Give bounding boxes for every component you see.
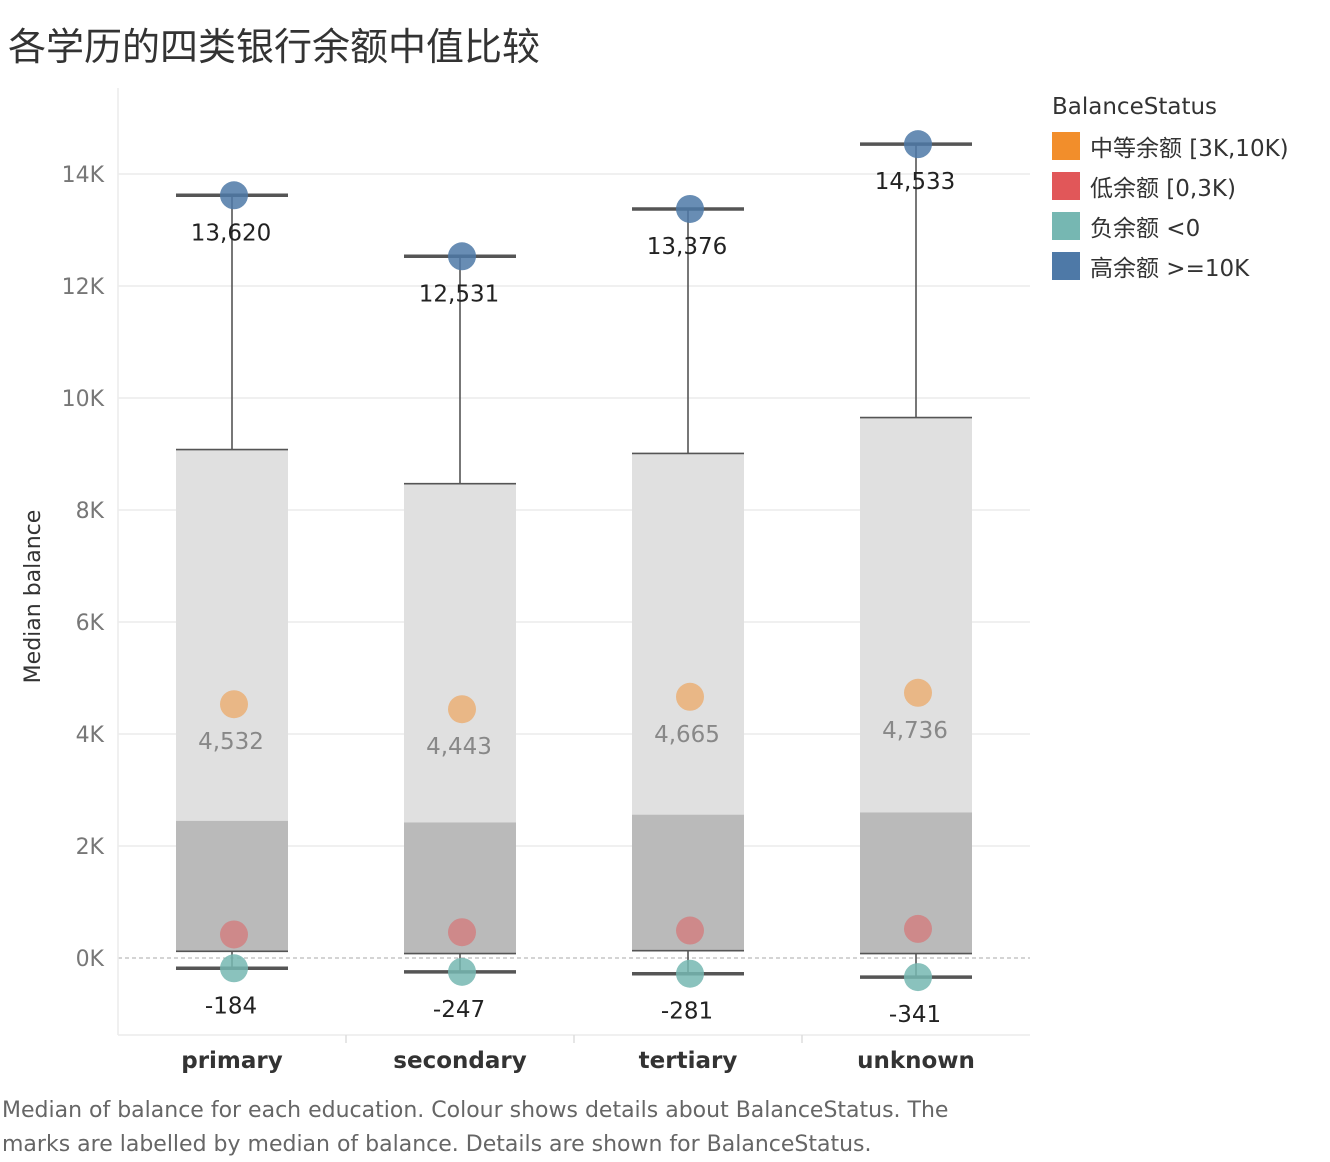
y-tick-label: 6K: [76, 611, 105, 636]
chart-caption: Median of balance for each education. Co…: [2, 1098, 949, 1157]
data-point: [220, 690, 248, 719]
data-point: [904, 914, 932, 943]
legend-label: 负余额 <0: [1090, 216, 1201, 242]
data-label: 12,531: [419, 281, 499, 307]
legend-item-negative[interactable]: 负余额 <0: [1052, 206, 1289, 246]
legend-label: 低余额 [0,3K): [1090, 176, 1236, 202]
x-category-label: unknown: [857, 1048, 975, 1074]
y-tick-label: 4K: [76, 723, 105, 748]
legend: BalanceStatus 中等余额 [3K,10K) 低余额 [0,3K) 负…: [1052, 94, 1289, 286]
chart-title: 各学历的四类银行余额中值比较: [8, 25, 541, 69]
axis-layer: 0K 2K 4K 6K 8K 10K 12K 14K Median balance primary…: [21, 88, 1030, 1074]
data-point: [676, 959, 704, 988]
data-label: 13,376: [647, 234, 727, 260]
box-upper: [404, 483, 516, 823]
y-tick-label: 10K: [62, 387, 105, 412]
data-point: [220, 954, 248, 983]
data-point: [448, 242, 476, 271]
data-point: [220, 181, 248, 210]
x-category-label: primary: [181, 1048, 283, 1074]
legend-title: BalanceStatus: [1052, 94, 1218, 120]
data-point: [904, 678, 932, 707]
x-category-label: tertiary: [639, 1048, 738, 1074]
data-point: [904, 130, 932, 159]
data-point: [448, 695, 476, 724]
data-label: 4,736: [882, 718, 948, 744]
data-label: 4,665: [654, 722, 720, 748]
data-point: [676, 194, 704, 223]
x-category-label: secondary: [393, 1048, 526, 1074]
data-label: 4,443: [426, 734, 492, 760]
data-label: 4,532: [198, 729, 264, 755]
legend-swatch: [1052, 172, 1080, 200]
y-axis-label: Median balance: [21, 510, 46, 684]
box-upper: [176, 449, 288, 821]
box-upper: [860, 417, 972, 813]
box-plot-chart: 13,620 12,531 13,376 14,533 4,532 4,443 4,665 4…: [21, 88, 1030, 1074]
legend-swatch: [1052, 132, 1080, 160]
y-tick-label: 0K: [76, 947, 105, 972]
data-point: [676, 916, 704, 945]
data-label: 13,620: [191, 220, 271, 246]
data-label: -184: [205, 993, 257, 1019]
data-label: 14,533: [875, 169, 955, 195]
legend-item-high[interactable]: 高余额 >=10K: [1052, 246, 1289, 286]
legend-label: 高余额 >=10K: [1090, 256, 1250, 282]
box-layer: [176, 142, 972, 979]
data-label: -247: [433, 997, 485, 1023]
data-point: [676, 682, 704, 711]
data-label: -281: [661, 999, 713, 1025]
legend-item-medium[interactable]: 中等余额 [3K,10K): [1052, 126, 1289, 166]
data-point: [220, 920, 248, 949]
legend-item-low[interactable]: 低余额 [0,3K): [1052, 166, 1289, 206]
y-tick-label: 8K: [76, 499, 105, 524]
legend-swatch: [1052, 252, 1080, 280]
data-point: [904, 963, 932, 992]
y-tick-label: 14K: [62, 163, 105, 188]
legend-label: 中等余额 [3K,10K): [1090, 136, 1289, 162]
y-tick-label: 2K: [76, 835, 105, 860]
data-label: -341: [889, 1002, 941, 1028]
y-tick-label: 12K: [62, 275, 105, 300]
legend-swatch: [1052, 212, 1080, 240]
data-point: [448, 918, 476, 947]
point-layer: 13,620 12,531 13,376 14,533 4,532 4,443 4,665 4…: [191, 130, 955, 1028]
data-point: [448, 957, 476, 986]
box-upper: [632, 453, 744, 815]
